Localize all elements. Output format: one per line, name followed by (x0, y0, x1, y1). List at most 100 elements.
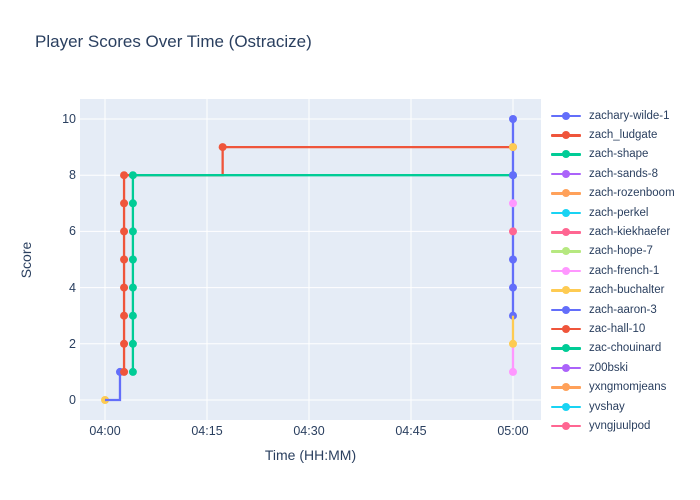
legend-swatch-icon (551, 111, 581, 121)
legend-marker-icon (562, 131, 570, 140)
legend-label: zach-kiekhaefer (589, 226, 671, 239)
series-marker-zach-shape (128, 339, 137, 348)
y-tick-label: 8 (69, 168, 76, 183)
legend-item-zac-hall-10[interactable]: zac-hall-10 (551, 319, 699, 338)
legend-swatch-icon (551, 305, 581, 315)
plot-background (80, 99, 541, 420)
legend-label: zach-perkel (589, 206, 649, 219)
legend-swatch-icon (551, 285, 581, 295)
legend-item-zach-aaron-3[interactable]: zach-aaron-3 (551, 300, 699, 319)
legend-swatch-icon (551, 343, 581, 353)
legend-label: zach-buchalter (589, 284, 665, 297)
legend-swatch-icon (551, 246, 581, 256)
y-tick-label: 10 (62, 112, 76, 126)
series-marker-zach-shape (128, 367, 137, 376)
x-tick-label: 04:00 (89, 424, 121, 438)
series-marker-zach_ludgate (120, 367, 129, 376)
series-marker-zach-french-1 (508, 367, 517, 376)
legend-marker-icon (562, 305, 570, 314)
legend-item-yxngmomjeans[interactable]: yxngmomjeans (551, 377, 699, 396)
series-marker-zach-buchalter (508, 339, 517, 348)
legend-item-zach-shape[interactable]: zach-shape (551, 145, 699, 164)
legend-label: zach-sands-8 (589, 167, 659, 180)
legend-marker-icon (562, 111, 570, 120)
legend-label: zach-shape (589, 148, 649, 161)
y-tick-label: 2 (69, 336, 76, 351)
legend-item-yvngjuulpod[interactable]: yvngjuulpod (551, 416, 699, 432)
legend-label: z00bski (589, 361, 628, 374)
y-tick-label: 6 (69, 224, 76, 239)
series-marker-zach-buchalter (101, 395, 110, 404)
series-marker-zach-french-1 (508, 199, 517, 208)
y-tick-label: 4 (69, 280, 76, 295)
legend-item-zach-kiekhaefer[interactable]: zach-kiekhaefer (551, 222, 699, 241)
legend-item-zach-buchalter[interactable]: zach-buchalter (551, 281, 699, 300)
legend-item-zach-french-1[interactable]: zach-french-1 (551, 261, 699, 280)
legend-label: zachary-wilde-1 (589, 109, 670, 122)
legend: zachary-wilde-1 zach_ludgate zach-shape zac… (551, 106, 699, 432)
y-tick-label: 0 (69, 392, 76, 407)
x-axis-title: Time (HH:MM) (264, 447, 357, 463)
series-marker-zach_ludgate (120, 339, 129, 348)
legend-marker-icon (562, 150, 570, 159)
legend-marker-icon (562, 266, 570, 275)
legend-marker-icon (562, 247, 570, 256)
series-marker-zach-shape (128, 227, 137, 236)
legend-swatch-icon (551, 382, 581, 392)
chart-title: Player Scores Over Time (Ostracize) (35, 32, 312, 51)
series-marker-zach-aaron-3 (508, 115, 517, 124)
legend-label: yxngmomjeans (589, 381, 667, 394)
legend-item-z00bski[interactable]: z00bski (551, 358, 699, 377)
series-marker-zach_ludgate (218, 143, 227, 152)
legend-marker-icon (562, 421, 570, 430)
plot-area (80, 99, 541, 420)
plot-svg (80, 99, 541, 420)
series-marker-zach-shape (128, 255, 137, 264)
series-marker-zach_ludgate (120, 311, 129, 320)
series-marker-zach_ludgate (120, 171, 129, 180)
legend-label: zach-hope-7 (589, 245, 653, 258)
legend-label: zach_ludgate (589, 129, 658, 142)
legend-swatch-icon (551, 266, 581, 276)
series-marker-zach-shape (128, 171, 137, 180)
series-marker-zach_ludgate (120, 255, 129, 264)
legend-item-zach-rozenboom[interactable]: zach-rozenboom (551, 184, 699, 203)
legend-marker-icon (562, 344, 570, 353)
x-tick-label: 04:15 (191, 424, 223, 438)
legend-swatch-icon (551, 421, 581, 431)
legend-marker-icon (562, 169, 570, 178)
series-marker-zach_ludgate (120, 283, 129, 292)
legend-swatch-icon (551, 227, 581, 237)
legend-label: zach-rozenboom (589, 187, 675, 200)
series-marker-zach_ludgate (120, 199, 129, 208)
series-marker-zach-aaron-3 (508, 283, 517, 292)
legend-label: yvngjuulpod (589, 419, 651, 432)
legend-item-zach-sands-8[interactable]: zach-sands-8 (551, 164, 699, 183)
legend-label: zach-aaron-3 (589, 303, 657, 316)
legend-swatch-icon (551, 402, 581, 412)
legend-marker-icon (562, 208, 570, 217)
series-marker-yvngjuulpod (508, 227, 517, 236)
legend-item-zach_ludgate[interactable]: zach_ludgate (551, 125, 699, 144)
legend-swatch-icon (551, 363, 581, 373)
legend-item-yvshay[interactable]: yvshay (551, 397, 699, 416)
legend-item-zachary-wilde-1[interactable]: zachary-wilde-1 (551, 106, 699, 125)
legend-item-zac-chouinard[interactable]: zac-chouinard (551, 339, 699, 358)
legend-item-zach-perkel[interactable]: zach-perkel (551, 203, 699, 222)
legend-swatch-icon (551, 149, 581, 159)
legend-item-zach-hope-7[interactable]: zach-hope-7 (551, 242, 699, 261)
legend-marker-icon (562, 286, 570, 295)
legend-marker-icon (562, 228, 570, 237)
y-axis-title: Score (18, 241, 34, 279)
legend-swatch-icon (551, 188, 581, 198)
x-tick-label: 04:30 (293, 424, 325, 438)
legend-swatch-icon (551, 208, 581, 218)
series-marker-zach-shape (128, 311, 137, 320)
legend-label: zach-french-1 (589, 264, 660, 277)
series-marker-zach-shape (128, 199, 137, 208)
legend-marker-icon (562, 402, 570, 411)
legend-swatch-icon (551, 324, 581, 334)
series-marker-zach-buchalter (508, 143, 517, 152)
series-marker-zach-aaron-3 (508, 171, 517, 180)
